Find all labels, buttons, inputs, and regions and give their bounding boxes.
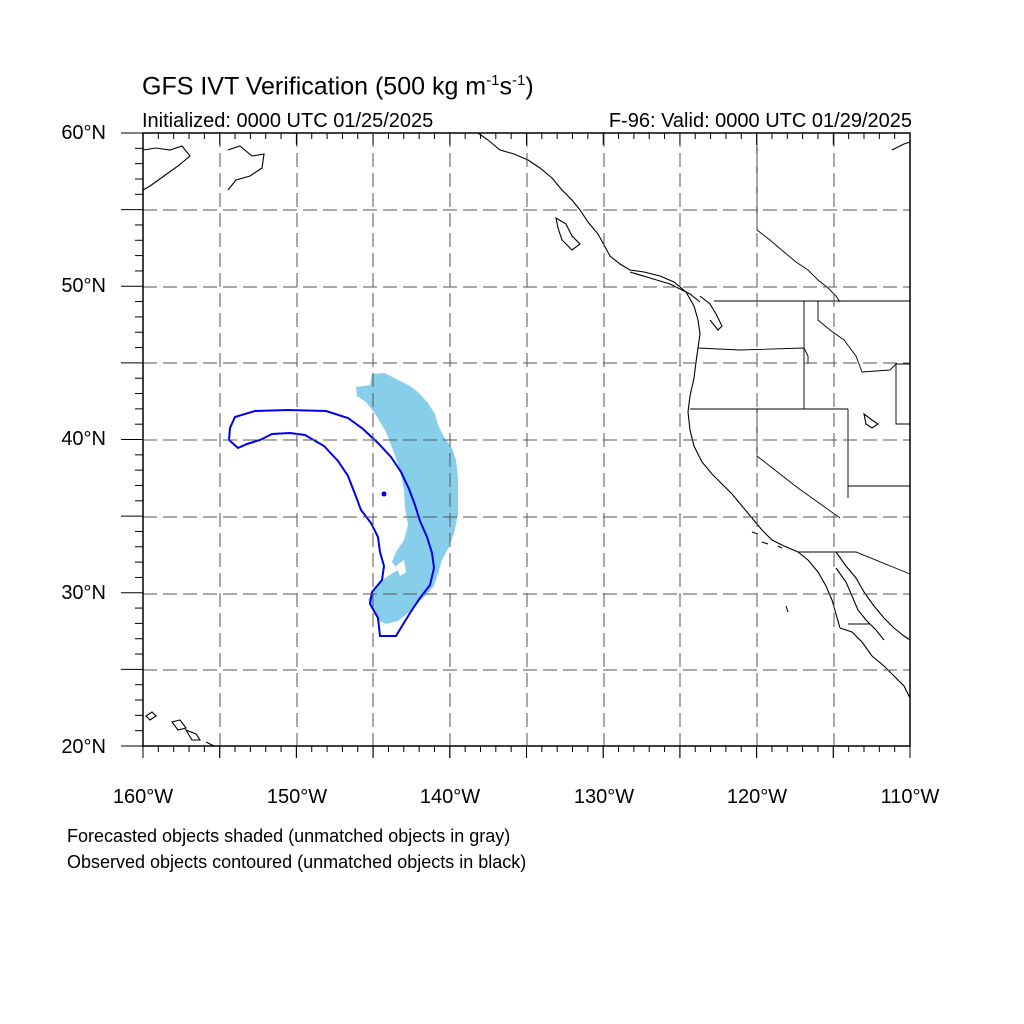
initialized-time: Initialized: 0000 UTC 01/25/2025 <box>142 110 434 132</box>
lon-label-160w: 160°W <box>112 786 174 808</box>
axis-ticks <box>121 132 911 758</box>
observed-object-dot <box>381 491 387 497</box>
lon-label-140w: 140°W <box>419 786 481 808</box>
forecast-object-gap <box>396 560 406 576</box>
lon-label-130w: 130°W <box>573 786 635 808</box>
map-title: GFS IVT Verification (500 kg m-1s-1) <box>142 72 534 101</box>
borders <box>690 133 911 625</box>
lat-label-50: 50°N <box>61 275 106 297</box>
lon-label-120w: 120°W <box>726 786 788 808</box>
footer-observed-note: Observed objects contoured (unmatched ob… <box>67 852 527 872</box>
lat-label-60: 60°N <box>61 122 106 144</box>
lat-label-40: 40°N <box>61 428 106 450</box>
coastlines <box>142 132 911 747</box>
lat-label-30: 30°N <box>61 582 106 604</box>
forecast-object-shaded <box>356 373 458 624</box>
graticule <box>143 133 910 746</box>
footer-forecast-note: Forecasted objects shaded (unmatched obj… <box>67 826 511 846</box>
lon-label-150w: 150°W <box>266 786 328 808</box>
valid-time: F-96: Valid: 0000 UTC 01/29/2025 <box>608 110 912 132</box>
lat-label-20: 20°N <box>61 736 106 758</box>
lon-label-110w: 110°W <box>880 786 940 808</box>
observed-object-contour <box>227 408 436 637</box>
